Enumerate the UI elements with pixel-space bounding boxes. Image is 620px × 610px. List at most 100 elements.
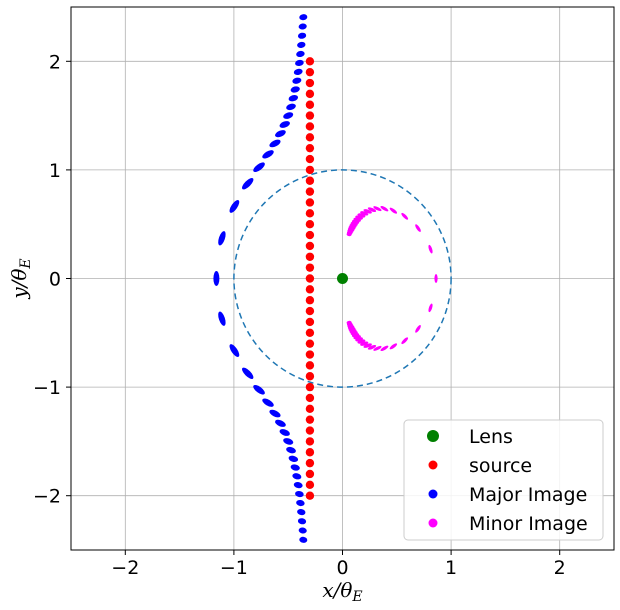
legend-item: Minor Image xyxy=(428,513,588,535)
legend-item: Major Image xyxy=(428,484,587,506)
minor-image-point xyxy=(428,244,433,254)
minor-image-point xyxy=(373,206,382,212)
source-point xyxy=(305,241,315,251)
source-point xyxy=(305,491,315,500)
minor-image-point xyxy=(380,345,389,352)
major-image-point xyxy=(298,23,307,30)
legend-items: Lens source Major Image Minor Image xyxy=(427,426,588,535)
minor-image-point xyxy=(367,207,377,213)
minor-image-point xyxy=(373,345,382,351)
minor-image-point xyxy=(380,205,389,212)
major-image-point xyxy=(288,95,299,102)
minor-image-point xyxy=(415,224,421,232)
major-image-point xyxy=(213,271,220,286)
lens-point xyxy=(337,273,348,284)
legend: Lens source Major Image Minor Image xyxy=(403,419,604,541)
major-image-point xyxy=(262,398,274,407)
y-tick-label: 1 xyxy=(49,160,61,182)
source-point xyxy=(305,187,315,196)
major-image-point xyxy=(297,509,306,516)
source-point xyxy=(305,100,315,109)
legend-label: Major Image xyxy=(469,484,587,506)
source-point xyxy=(305,382,315,392)
major-image-point xyxy=(293,68,303,75)
source-point xyxy=(305,339,315,348)
major-image-point xyxy=(286,103,296,111)
minor-image-point xyxy=(389,343,398,350)
source-point xyxy=(305,426,315,435)
legend-label: Lens xyxy=(469,426,513,448)
legend-item: Lens xyxy=(427,426,513,448)
source-point xyxy=(305,296,315,305)
major-image-point xyxy=(242,178,254,190)
x-tick-label: 0 xyxy=(336,557,348,579)
major-image-point xyxy=(295,490,304,498)
y-tick-label: 2 xyxy=(49,51,61,73)
major-image-point xyxy=(299,14,308,21)
minor-image-point xyxy=(389,207,398,214)
minor-image-point xyxy=(415,325,421,333)
major-image-point xyxy=(296,50,305,58)
y-tick-label: −1 xyxy=(33,377,61,399)
source-point xyxy=(305,404,315,414)
source-point xyxy=(305,480,315,490)
major-image-point xyxy=(218,311,226,326)
legend-box xyxy=(403,419,604,541)
source-point xyxy=(305,437,315,446)
major-image-point xyxy=(279,121,290,128)
x-tick-label: −1 xyxy=(220,557,248,579)
major-image-point xyxy=(299,536,308,543)
source-point xyxy=(305,111,315,120)
y-axis-label-main: y/θ xyxy=(7,269,31,300)
source-point xyxy=(305,448,315,457)
y-axis-label: y/θE xyxy=(7,258,34,299)
source-point xyxy=(305,154,315,164)
minor-image-series xyxy=(346,205,438,352)
source-point xyxy=(305,252,315,261)
source-point xyxy=(305,176,315,185)
source-point xyxy=(305,133,315,142)
major-image-point xyxy=(229,344,240,358)
legend-marker xyxy=(428,518,438,528)
major-image-point xyxy=(298,527,307,534)
source-point xyxy=(305,372,315,381)
major-image-point xyxy=(292,473,302,480)
x-axis-label: x/θE xyxy=(322,578,362,605)
major-image-point xyxy=(296,499,305,507)
major-image-series xyxy=(213,14,308,543)
source-point xyxy=(305,122,315,131)
source-series xyxy=(305,57,315,500)
legend-marker xyxy=(428,489,438,499)
source-point xyxy=(305,209,315,218)
y-tick-label: −2 xyxy=(33,486,61,508)
minor-image-point xyxy=(367,344,377,350)
major-image-point xyxy=(253,384,265,395)
source-point xyxy=(305,458,315,468)
einstein-ring-circle xyxy=(233,169,452,388)
source-point xyxy=(305,415,315,424)
source-point xyxy=(305,67,315,77)
major-image-point xyxy=(297,41,306,48)
source-point xyxy=(305,285,315,294)
major-image-point xyxy=(290,464,300,471)
axis-ticks: −2 −1 0 1 2 −2 −1 0 1 2 xyxy=(33,51,566,579)
x-axis-label-main: x/θ xyxy=(322,578,352,602)
major-image-point xyxy=(290,86,300,93)
major-image-point xyxy=(218,231,226,246)
source-point xyxy=(305,328,315,337)
minor-image-point xyxy=(434,274,438,283)
legend-marker xyxy=(428,460,438,470)
major-image-point xyxy=(283,438,294,445)
y-tick-label: 0 xyxy=(49,269,61,291)
major-image-point xyxy=(286,446,296,454)
major-image-point xyxy=(269,139,281,148)
minor-image-point xyxy=(401,337,409,345)
major-image-point xyxy=(295,59,304,67)
minor-image-point xyxy=(363,209,372,214)
source-point xyxy=(305,361,315,370)
minor-image-point xyxy=(401,212,409,220)
legend-item: source xyxy=(428,455,532,477)
major-image-point xyxy=(275,419,286,427)
source-point xyxy=(305,78,315,88)
